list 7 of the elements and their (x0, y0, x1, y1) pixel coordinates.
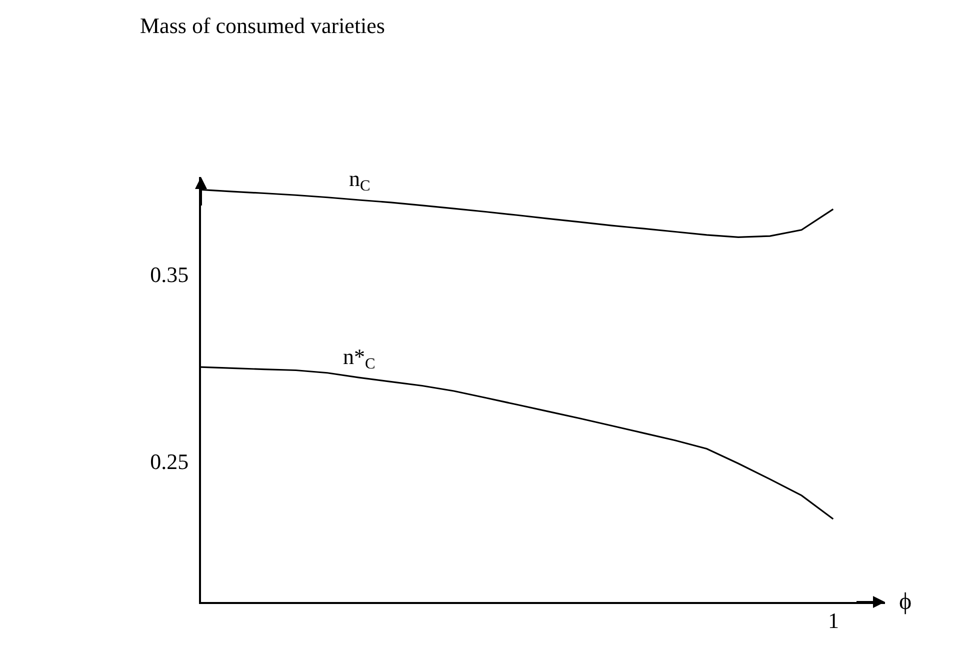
text: Mass of consumed varieties (140, 13, 385, 38)
x-axis-title: ϕ (899, 589, 912, 615)
series-label: n*$_{C}$ (343, 344, 376, 373)
y-tick-label: 0.35 (150, 262, 189, 287)
series-label: n$_{C}$ (349, 166, 370, 195)
text: 1 (828, 608, 839, 633)
y-tick-label: 0.25 (150, 448, 189, 474)
